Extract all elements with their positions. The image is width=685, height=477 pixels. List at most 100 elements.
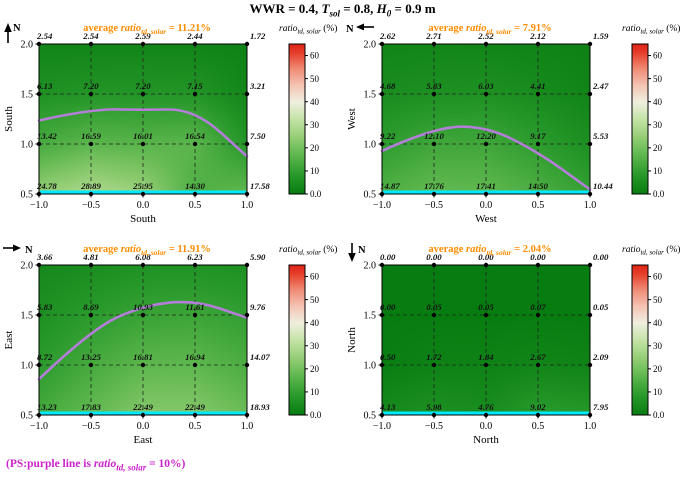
colorbar	[631, 264, 649, 416]
data-point	[587, 191, 593, 197]
colorbar-title: ratiotd, solar (%)	[622, 244, 680, 257]
subplot-west: −1.0 −0.5 0.0 0.5 1.0 2.0 1.5 1.0 0.5 West West 2.6…	[344, 18, 685, 238]
data-point	[483, 412, 489, 418]
x-tick-label: −0.5	[425, 200, 443, 211]
data-point	[140, 141, 146, 147]
data-point	[483, 362, 489, 368]
value-label: 8.69	[83, 302, 99, 312]
value-label: 0.05	[426, 302, 442, 312]
x-tick-label: 1.0	[584, 421, 597, 432]
value-label: 1.72	[250, 31, 266, 41]
value-label: 0.05	[478, 302, 494, 312]
contour-line-10pct	[380, 125, 592, 191]
average-label: average ratiotd, solar = 11.21%	[83, 23, 211, 36]
title-h0-sub: 0	[386, 8, 392, 19]
value-label: 1.59	[593, 31, 609, 41]
value-label: 17.58	[250, 181, 270, 191]
colorbar-tick-label: 0.0	[310, 189, 322, 199]
colorbar-tick-label: 0.0	[653, 410, 665, 420]
x-tick-label: −0.5	[425, 421, 443, 432]
data-point	[431, 41, 437, 47]
value-label: 6.03	[478, 81, 494, 91]
data-point	[192, 141, 198, 147]
value-label: 12.20	[476, 131, 496, 141]
x-tick-label: 0.5	[532, 421, 545, 432]
x-tick-label: 0.5	[189, 200, 202, 211]
colorbar-tick-label: 60	[310, 272, 320, 282]
value-label: 16.81	[133, 352, 153, 362]
value-label: 0.00	[426, 252, 442, 262]
subplot-north: −1.0 −0.5 0.0 0.5 1.0 2.0 1.5 1.0 0.5 North North 0…	[344, 239, 685, 459]
y-tick-label: 0.5	[364, 190, 377, 201]
data-point	[431, 191, 437, 197]
data-point	[244, 141, 250, 147]
x-tick-label: 1.0	[241, 421, 254, 432]
x-tick-label: 1.0	[241, 200, 254, 211]
title-h0-val: = 0.9 m	[391, 1, 436, 16]
note-ratio: ratio	[93, 458, 117, 470]
subplot-east-svg: −1.0 −0.5 0.0 0.5 1.0 2.0 1.5 1.0 0.5 East East 3.6…	[3, 244, 337, 446]
data-point	[379, 412, 385, 418]
colorbar-tick-label: 0.0	[653, 189, 665, 199]
data-point	[587, 312, 593, 318]
data-point	[379, 362, 385, 368]
value-label: 13.42	[37, 131, 57, 141]
x-axis-label: East	[134, 434, 153, 446]
x-tick-label: 0.0	[480, 421, 493, 432]
title-tsol-var: T	[321, 1, 330, 16]
title-wwr: WWR = 0.4,	[249, 1, 322, 16]
value-label: 10.44	[593, 181, 613, 191]
data-point	[379, 141, 385, 147]
data-point	[192, 91, 198, 97]
data-point	[535, 191, 541, 197]
y-tick-label: 1.0	[21, 361, 34, 372]
data-point	[36, 191, 42, 197]
data-point	[535, 362, 541, 368]
data-point	[192, 412, 198, 418]
data-point	[244, 191, 250, 197]
value-label: 3.21	[249, 81, 265, 91]
svg-text:N: N	[13, 23, 21, 34]
colorbar-tick-label: 50	[310, 74, 320, 84]
colorbar-tick-label: 20	[310, 143, 320, 153]
title-tsol-sub: sol	[329, 8, 340, 19]
y-tick-label: 0.5	[364, 411, 377, 422]
value-label: 4.13	[379, 402, 396, 412]
note-p2: = 10%)	[146, 458, 186, 470]
value-label: 3.66	[36, 252, 53, 262]
data-point	[192, 362, 198, 368]
data-point	[535, 41, 541, 47]
colorbar-tick-label: 30	[653, 120, 663, 130]
subplot-west-svg: −1.0 −0.5 0.0 0.5 1.0 2.0 1.5 1.0 0.5 West West 2.6…	[346, 23, 680, 225]
value-label: 5.83	[37, 302, 53, 312]
value-label: 2.54	[36, 31, 53, 41]
data-point	[192, 191, 198, 197]
average-label: average ratiotd, solar = 2.04%	[428, 244, 551, 257]
data-point	[379, 91, 385, 97]
data-point	[431, 91, 437, 97]
colorbar-tick-label: 20	[653, 143, 663, 153]
value-label: 2.52	[477, 31, 494, 41]
y-tick-label: 1.5	[364, 311, 377, 322]
value-label: 9.76	[250, 302, 266, 312]
data-point	[379, 312, 385, 318]
average-label: average ratiotd, solar = 7.91%	[428, 23, 551, 36]
x-tick-label: 0.0	[137, 421, 150, 432]
data-point	[379, 191, 385, 197]
data-point	[244, 91, 250, 97]
data-point	[535, 91, 541, 97]
data-point	[483, 312, 489, 318]
colorbar-tick-label: 0.0	[310, 410, 322, 420]
x-tick-label: 0.0	[137, 200, 150, 211]
data-point	[587, 412, 593, 418]
value-label: 2.59	[134, 31, 151, 41]
y-tick-label: 2.0	[364, 261, 377, 272]
data-point	[431, 312, 437, 318]
value-label: 17.41	[476, 181, 496, 191]
x-tick-label: 0.5	[532, 200, 545, 211]
data-point	[36, 262, 42, 268]
data-point	[88, 191, 94, 197]
colorbar-tick-label: 40	[310, 318, 320, 328]
average-label: average ratiotd, solar = 11.91%	[83, 244, 211, 257]
svg-text:N: N	[358, 245, 366, 256]
